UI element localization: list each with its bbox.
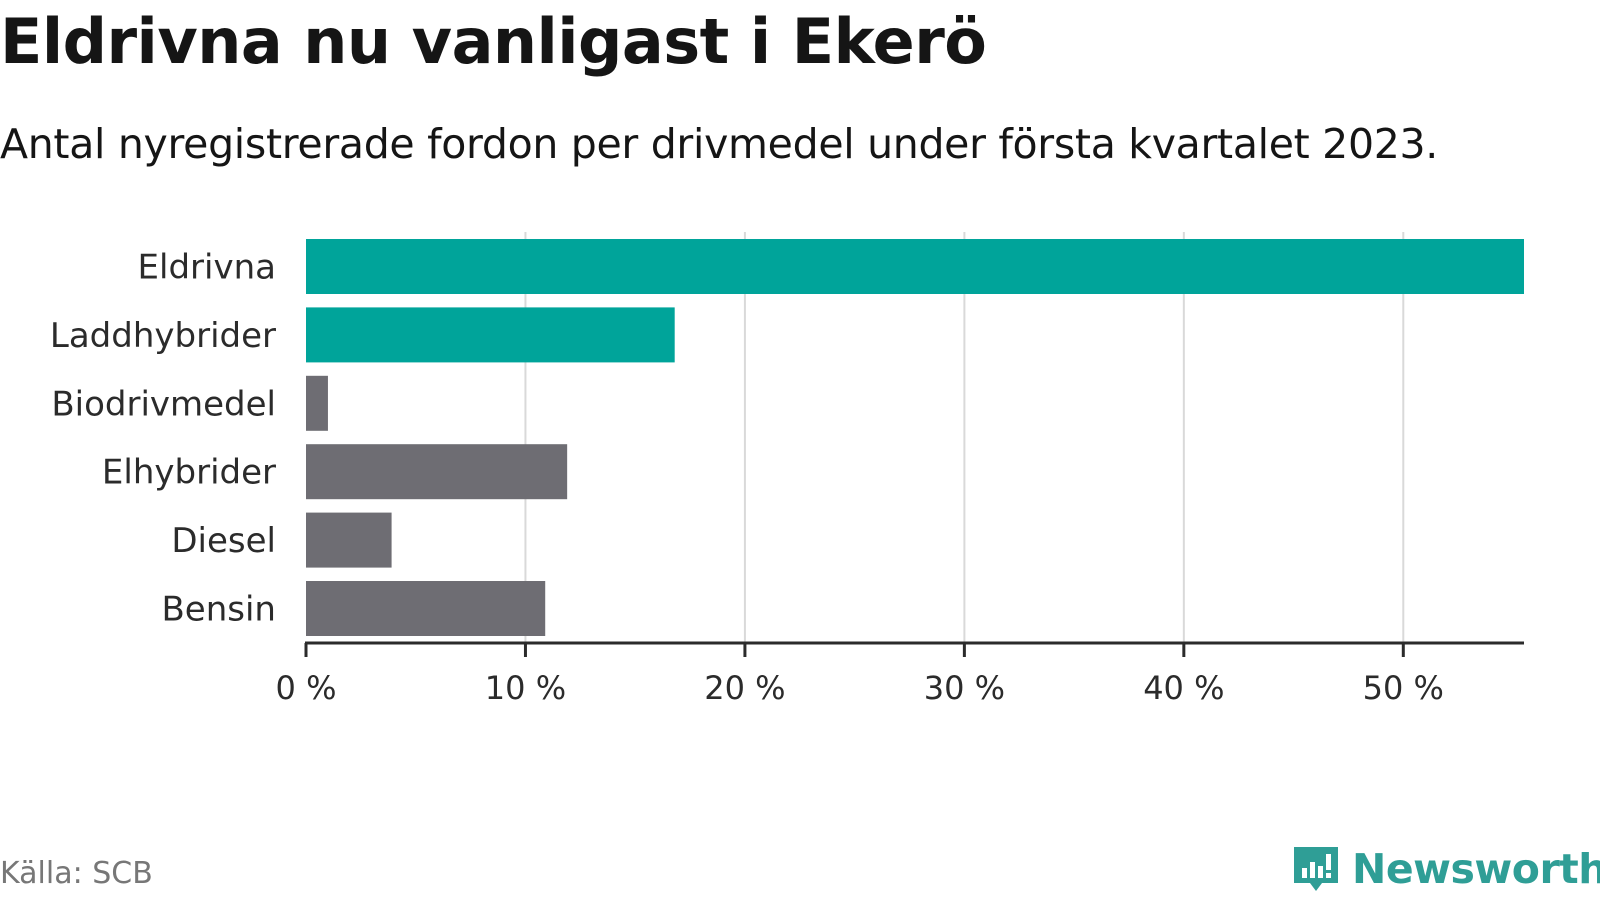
source-note: Källa: SCB [0, 856, 153, 891]
bar-elhybrider [306, 444, 568, 500]
bars [306, 239, 1524, 636]
newsworthy-logo-icon [1294, 847, 1338, 891]
grid-lines [524, 232, 1405, 643]
brand-logo: Newsworthy [1290, 838, 1600, 900]
x-tick-label: 0 % [276, 669, 337, 707]
category-label: Laddhybrider [50, 316, 276, 356]
x-tick-label: 10 % [485, 669, 566, 707]
bar-diesel [306, 512, 392, 568]
category-label: Diesel [171, 521, 276, 561]
chart-subtitle: Antal nyregistrerade fordon per drivmede… [0, 120, 1439, 168]
x-tick-label: 30 % [924, 669, 1005, 707]
bar-laddhybrider [306, 307, 675, 363]
chart-title: Eldrivna nu vanligast i Ekerö [0, 5, 987, 78]
category-label: Elhybrider [102, 453, 276, 493]
category-label: Biodrivmedel [51, 384, 276, 424]
category-labels: Eldrivna Laddhybrider Biodrivmedel Elhybrid… [50, 248, 276, 630]
brand-name: Newsworthy [1352, 845, 1600, 893]
category-label: Eldrivna [138, 248, 276, 288]
x-tick-label: 20 % [704, 669, 785, 707]
bar-biodrivmedel [306, 375, 328, 431]
x-tick-label: 50 % [1363, 669, 1444, 707]
x-tick-label: 40 % [1143, 669, 1224, 707]
category-label: Bensin [161, 590, 276, 630]
bar-bensin [306, 581, 546, 636]
bar-eldrivna [306, 239, 1524, 294]
x-axis: 0 % 10 % 20 % 30 % 40 % 50 % [276, 641, 1524, 707]
